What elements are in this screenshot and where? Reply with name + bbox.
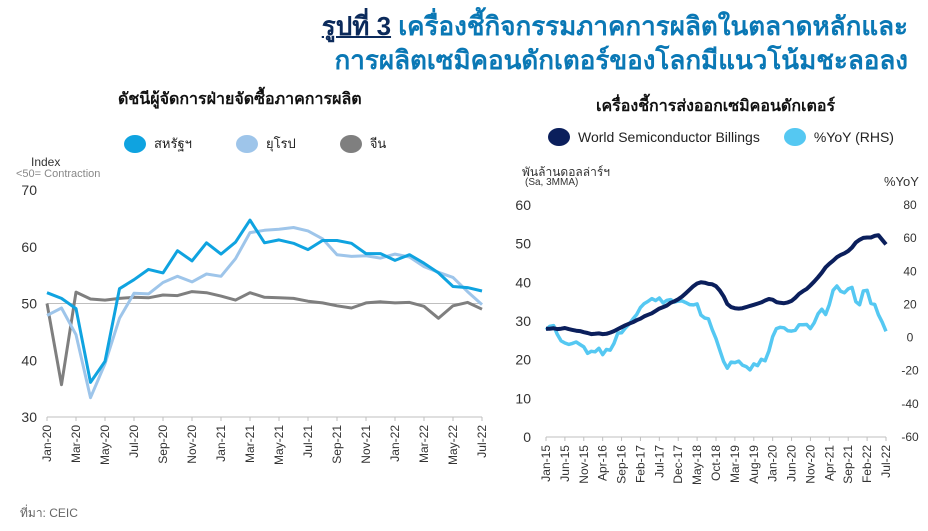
right-x-tick-label: Sep-21 <box>841 445 855 484</box>
left-series-line-1 <box>46 226 484 400</box>
figure-title-line-2: การผลิตเซมิคอนดักเตอร์ของโลกมีแนวโน้มชะล… <box>334 45 908 75</box>
right-x-tick-label: May-18 <box>690 445 704 485</box>
right-x-tick-label: Jan-20 <box>766 445 780 482</box>
left-x-tick-label: Jul-20 <box>127 425 141 458</box>
right-x-tick-label: Nov-15 <box>577 445 591 484</box>
source-note: ที่มา: CEIC <box>20 506 78 520</box>
right-y2-tick-label: 0 <box>907 331 914 345</box>
right-x-tick-label: Apr-21 <box>822 445 836 481</box>
legend-item-us: สหรัฐฯ <box>124 133 192 154</box>
left-series-line-0 <box>46 218 483 384</box>
legend-item-billings: World Semiconductor Billings <box>548 128 760 146</box>
legend-item-yoy: %YoY (RHS) <box>783 128 894 146</box>
right-y-tick-label: 30 <box>515 313 531 329</box>
left-x-tick-label: Nov-21 <box>359 425 373 464</box>
left-x-tick-label: Sep-20 <box>156 425 170 464</box>
left-x-tick-label: May-22 <box>446 425 460 465</box>
legend-item-europe: ยุโรป <box>235 133 296 154</box>
left-y-tick-label: 30 <box>21 409 37 425</box>
legend-swatch-us <box>124 134 146 153</box>
left-x-tick-label: Mar-20 <box>69 425 83 463</box>
right-x-tick-label: Dec-17 <box>671 445 685 484</box>
right-y2-tick-label: -20 <box>901 364 919 378</box>
right-x-tick-label: Jul-22 <box>879 445 893 478</box>
right-y-tick-label: 10 <box>515 390 531 406</box>
right-x-tick-label: Feb-22 <box>860 445 874 483</box>
legend-item-china: จีน <box>339 133 387 154</box>
left-y-axis-note: <50= Contraction <box>16 168 101 180</box>
left-y-tick-label: 50 <box>21 296 37 312</box>
legend-swatch-europe <box>235 134 258 153</box>
right-x-tick-label: Jul-17 <box>652 445 666 478</box>
right-series-line-billings <box>546 233 888 337</box>
right-chart-legend: World Semiconductor Billings %YoY (RHS) <box>548 128 918 146</box>
right-x-tick-label: Sep-16 <box>615 445 629 484</box>
right-x-tick-label: Apr-16 <box>596 445 610 481</box>
left-x-tick-label: Mar-22 <box>417 425 431 463</box>
figure-title-text-1: เครื่องชี้กิจกรรมภาคการผลิตในตลาดหลักและ <box>398 11 908 41</box>
right-x-tick-label: Oct-18 <box>709 445 723 481</box>
figure-number: รูปที่ 3 <box>321 11 392 41</box>
right-y-axis-note: (Sa, 3MMA) <box>525 177 579 188</box>
right-y2-axis-label: %YoY <box>884 174 919 189</box>
legend-label-us: สหรัฐฯ <box>154 136 192 151</box>
left-x-tick-label: Jan-22 <box>388 425 402 462</box>
left-y-tick-label: 70 <box>21 182 37 198</box>
right-series-line-yoy <box>544 284 888 372</box>
right-y-tick-label: 60 <box>515 197 531 213</box>
right-x-tick-label: Jan-15 <box>539 445 553 482</box>
left-x-tick-label: May-20 <box>98 425 112 465</box>
left-x-tick-label: Nov-20 <box>185 425 199 464</box>
right-x-tick-label: Feb-17 <box>633 445 647 483</box>
right-y2-tick-label: -60 <box>901 430 919 444</box>
right-y-tick-label: 40 <box>515 274 531 290</box>
right-y-tick-label: 0 <box>523 429 531 445</box>
legend-swatch-billings <box>548 128 570 146</box>
figure-title-line-1: รูปที่ 3 เครื่องชี้กิจกรรมภาคการผลิตในตล… <box>322 6 908 47</box>
left-series-line-2 <box>45 290 483 387</box>
right-y2-tick-label: -40 <box>901 397 919 411</box>
right-x-tick-label: Mar-19 <box>728 445 742 483</box>
legend-label-billings: World Semiconductor Billings <box>578 129 760 145</box>
legend-swatch-china <box>339 134 362 153</box>
legend-swatch-yoy <box>783 128 806 146</box>
legend-label-yoy: %YoY (RHS) <box>813 129 894 145</box>
left-x-tick-label: Jan-20 <box>40 425 54 462</box>
left-x-tick-label: Jul-22 <box>475 425 489 458</box>
right-x-tick-label: Jun-20 <box>785 445 799 482</box>
legend-label-china: จีน <box>369 136 387 151</box>
right-y-tick-label: 50 <box>515 236 531 252</box>
right-y2-tick-label: 20 <box>903 297 917 311</box>
right-y2-tick-label: 40 <box>903 264 917 278</box>
left-x-tick-label: Jul-21 <box>301 425 315 458</box>
right-x-tick-label: Jun-15 <box>558 445 572 482</box>
right-y2-tick-label: 80 <box>903 198 917 212</box>
left-x-tick-label: Jan-21 <box>214 425 228 462</box>
right-x-tick-label: Nov-20 <box>803 445 817 484</box>
right-x-tick-label: Aug-19 <box>747 445 761 484</box>
left-y-tick-label: 40 <box>21 352 37 368</box>
right-y-axis-label: พันล้านดอลล่าร์ฯ <box>522 165 611 179</box>
left-chart-title: ดัชนีผู้จัดการฝ่ายจัดซื้อภาคการผลิต <box>118 91 362 108</box>
left-x-tick-label: May-21 <box>272 425 286 465</box>
right-chart-title: เครื่องชี้การส่งออกเซมิคอนดักเตอร์ <box>596 98 836 115</box>
left-x-tick-label: Sep-21 <box>330 425 344 464</box>
left-y-tick-label: 60 <box>21 239 37 255</box>
left-chart-legend: สหรัฐฯ ยุโรป จีน <box>124 133 410 154</box>
legend-label-europe: ยุโรป <box>265 136 296 151</box>
right-y2-tick-label: 60 <box>903 231 917 245</box>
left-y-axis-label: Index <box>31 155 61 169</box>
left-x-tick-label: Mar-21 <box>243 425 257 463</box>
right-y-tick-label: 20 <box>515 352 531 368</box>
